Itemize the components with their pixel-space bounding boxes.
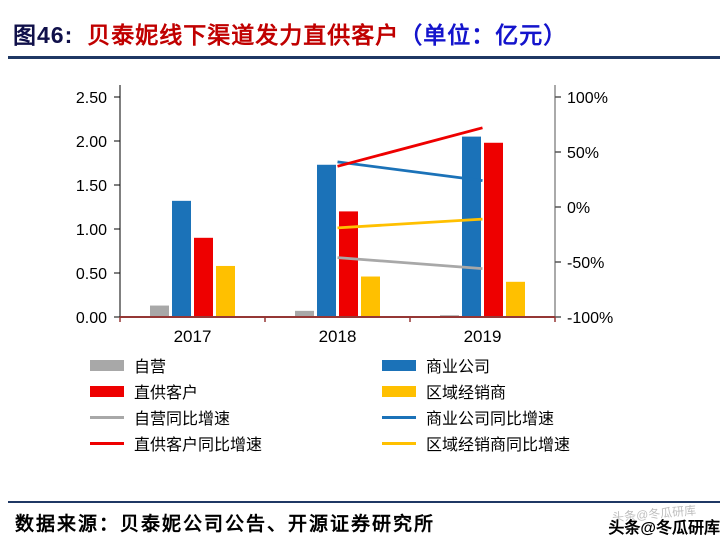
legend-label: 直供客户: [134, 385, 199, 402]
bar-direct-supply: [339, 211, 358, 317]
left-axis-tick-label: 0.00: [76, 310, 107, 327]
bar-regional-distributor: [216, 265, 235, 317]
bar-self-run: [150, 305, 169, 317]
legend-swatch-bar: [382, 359, 416, 371]
legend-swatch-line: [90, 415, 124, 419]
chart-legend: 自营直供客户自营同比增速直供客户同比增速 商业公司区域经销商商业公司同比增速 区域…: [90, 352, 570, 456]
figure-number: 图46:: [13, 22, 74, 48]
legend-right-column: 商业公司区域经销商商业公司同比增速 区域经销商同比增速: [382, 352, 570, 456]
left-axis-tick-label: 2.50: [76, 90, 107, 107]
combo-bar-line-chart: 0.00 0.50 1.00 1.50 2.00 2.50 -100% -50% 0% 50% 10…: [76, 85, 613, 346]
footer-divider: [8, 501, 720, 503]
legend-swatch-bar: [90, 359, 124, 371]
watermark-text: 头条@冬瓜研库: [608, 520, 720, 537]
left-axis-tick-label: 0.50: [76, 266, 107, 283]
title-divider: [8, 56, 720, 59]
legend-label: 商业公司同比增速: [426, 411, 555, 428]
right-axis-tick-label: -100%: [567, 310, 613, 327]
legend-label: 直供客户同比增速: [134, 437, 263, 454]
bar-self-run: [295, 310, 314, 317]
right-axis-tick-label: -50%: [567, 255, 604, 272]
bar-commercial: [462, 136, 481, 317]
legend-swatch-line: [382, 441, 416, 445]
right-axis-tick-label: 50%: [567, 145, 599, 162]
legend-swatch-line: [90, 441, 124, 445]
figure-unit: （单位：亿元）: [399, 22, 568, 48]
figure-header: 图46: 贝泰妮线下渠道发力直供客户（单位：亿元）: [13, 16, 720, 50]
bar-direct-supply: [194, 237, 213, 317]
legend-label: 自营: [134, 359, 167, 376]
legend-left-column: 自营直供客户自营同比增速直供客户同比增速: [90, 352, 382, 456]
left-axis-tick-label: 1.50: [76, 178, 107, 195]
legend-item-self-run: 自营: [90, 352, 382, 378]
bar-regional-distributor: [361, 276, 380, 317]
bar-direct-supply: [484, 142, 503, 317]
line-regional-distributor-growth: [337, 217, 483, 230]
figure-title: 贝泰妮线下渠道发力直供客户: [87, 22, 400, 48]
left-axis-tick-label: 2.00: [76, 134, 107, 151]
legend-swatch-line: [382, 415, 416, 419]
watermark: 头条@冬瓜研库 头条@冬瓜研库: [524, 494, 724, 542]
category-label: 2019: [464, 327, 502, 346]
legend-item-commercial-growth: 商业公司同比增速: [382, 404, 570, 430]
line-commercial-growth: [337, 160, 483, 182]
category-label: 2018: [319, 327, 357, 346]
legend-item-regional-distributor-growth: 区域经销商同比增速: [382, 430, 570, 456]
category-label: 2017: [174, 327, 212, 346]
legend-swatch-bar: [90, 385, 124, 397]
source-note: 数据来源：贝泰妮公司公告、开源证券研究所: [15, 514, 436, 535]
legend-label: 区域经销商同比增速: [426, 437, 571, 454]
bar-commercial: [317, 164, 336, 317]
bar-regional-distributor: [506, 281, 525, 317]
right-axis-tick-label: 0%: [567, 200, 590, 217]
right-axis-tick-label: 100%: [567, 90, 608, 107]
legend-item-regional-distributor: 区域经销商: [382, 378, 570, 404]
line-direct-supply-growth: [337, 126, 483, 168]
legend-swatch-bar: [382, 385, 416, 397]
legend-label: 自营同比增速: [134, 411, 231, 428]
legend-label: 区域经销商: [426, 385, 507, 402]
legend-item-self-run-growth: 自营同比增速: [90, 404, 382, 430]
bar-commercial: [172, 200, 191, 317]
line-self-run-growth: [337, 256, 483, 270]
legend-label: 商业公司: [426, 359, 491, 376]
legend-item-commercial: 商业公司: [382, 352, 570, 378]
left-axis-tick-label: 1.00: [76, 222, 107, 239]
legend-item-direct-supply-growth: 直供客户同比增速: [90, 430, 382, 456]
legend-item-direct-supply: 直供客户: [90, 378, 382, 404]
